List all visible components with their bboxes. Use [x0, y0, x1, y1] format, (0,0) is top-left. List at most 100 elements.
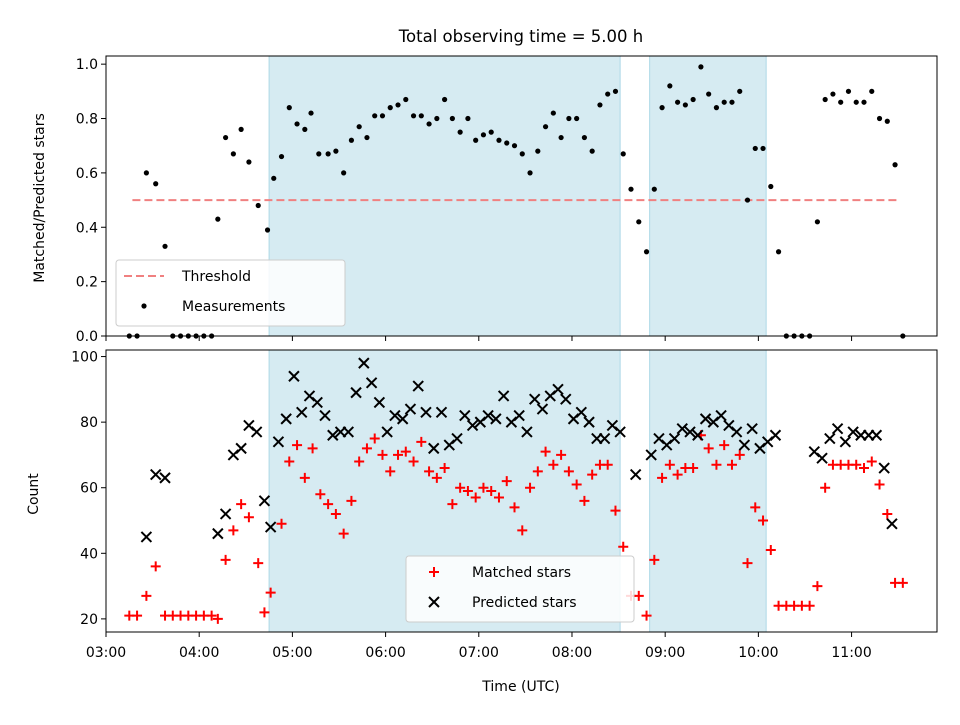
- predicted-star-point: [396, 413, 409, 425]
- matched-star-point: [602, 459, 613, 470]
- measurement-point: [457, 129, 463, 135]
- measurement-point: [162, 243, 168, 249]
- bottom-y-tick-label: 60: [80, 481, 98, 497]
- measurement-point: [550, 110, 556, 116]
- predicted-star-point: [381, 426, 393, 438]
- top-shaded-interval: [649, 55, 767, 337]
- measurement-point: [278, 153, 285, 160]
- legend-predicted-swatch: [428, 596, 440, 608]
- measurement-point: [605, 91, 611, 97]
- matched-star-point: [563, 466, 574, 477]
- matched-star-point: [307, 443, 318, 454]
- measurement-point: [230, 151, 236, 157]
- measurement-point: [822, 96, 828, 103]
- measurement-point: [535, 148, 541, 154]
- matched-star-point: [284, 456, 295, 467]
- predicted-star-point: [497, 390, 510, 402]
- matched-star-point: [579, 495, 590, 506]
- predicted-star-point: [149, 468, 162, 481]
- measurement-point: [519, 151, 525, 157]
- predicted-star-point: [420, 406, 432, 419]
- measurement-point: [760, 145, 766, 152]
- bottom-y-tick-label: 100: [71, 350, 98, 366]
- measurement-point: [223, 134, 229, 141]
- predicted-star-point: [521, 426, 533, 438]
- matched-star-point: [703, 443, 714, 454]
- matched-star-point: [408, 456, 419, 467]
- predicted-star-point: [668, 432, 681, 445]
- legend-label: Predicted stars: [472, 595, 577, 611]
- matched-star-point: [470, 492, 481, 503]
- matched-star-point: [150, 561, 161, 572]
- matched-star-point: [633, 590, 644, 601]
- measurement-point: [153, 181, 159, 187]
- legend-label: Matched stars: [472, 565, 571, 581]
- predicted-star-point: [684, 426, 696, 438]
- top-y-tick-label: 0.4: [76, 220, 98, 236]
- matched-star-point: [618, 541, 629, 552]
- predicted-star-point: [870, 429, 883, 441]
- measurement-point: [238, 126, 244, 132]
- matched-star-point: [858, 463, 869, 474]
- matched-star-point: [866, 456, 877, 467]
- measurement-point: [449, 115, 455, 122]
- matched-star-point: [525, 482, 536, 493]
- matched-star-point: [493, 492, 504, 503]
- matched-star-point: [416, 436, 427, 447]
- matched-star-point: [338, 528, 349, 539]
- bottom-y-axis-label: Count: [26, 473, 42, 515]
- matched-star-point: [354, 456, 365, 467]
- matched-star-point: [688, 463, 699, 474]
- measurement-point: [558, 134, 564, 141]
- predicted-star-point: [598, 432, 611, 445]
- measurement-point: [659, 105, 665, 111]
- predicted-star-point: [373, 396, 386, 409]
- matched-star-point: [265, 587, 276, 598]
- measurement-point: [636, 219, 642, 225]
- predicted-star-point: [886, 518, 898, 530]
- predicted-star-point: [459, 409, 471, 422]
- predicted-star-point: [258, 495, 271, 507]
- top-y-tick-label: 0.6: [76, 166, 98, 182]
- predicted-star-point: [847, 426, 859, 438]
- measurement-point: [574, 115, 580, 122]
- x-tick-label: 07:00: [459, 645, 499, 661]
- matched-star-point: [758, 515, 769, 526]
- bottom-legend-box: [405, 555, 635, 623]
- legend-label: Threshold: [181, 269, 251, 285]
- matched-star-point: [742, 558, 753, 569]
- measurement-point: [845, 88, 852, 94]
- matched-star-point: [323, 499, 334, 510]
- measurement-point: [838, 99, 844, 105]
- predicted-star-point: [159, 472, 171, 484]
- matched-star-point: [132, 610, 143, 621]
- matched-star-point: [517, 525, 528, 536]
- matched-star-point: [649, 554, 660, 565]
- predicted-star-point: [629, 468, 642, 481]
- measurement-point: [853, 99, 859, 105]
- top-y-axis-label: Matched/Predicted stars: [32, 113, 48, 283]
- predicted-star-point: [319, 409, 331, 422]
- predicted-star-point: [746, 422, 758, 435]
- measurement-point: [271, 175, 277, 181]
- predicted-star-point: [358, 357, 370, 369]
- measurement-point: [643, 249, 650, 255]
- measurement-point: [651, 186, 657, 192]
- top-panel: 0.0 0.2 0.4 0.6 0.8 1.0 Threshold Measurements: [76, 55, 938, 345]
- matched-star-point: [259, 607, 270, 618]
- measurement-point: [410, 113, 417, 119]
- measurement-point: [143, 170, 149, 176]
- matched-star-point: [431, 472, 442, 483]
- top-axes-frame: [105, 55, 938, 337]
- matched-star-point: [750, 502, 761, 513]
- matched-star-point: [556, 449, 567, 460]
- predicted-star-point: [365, 377, 378, 389]
- measurement-point: [356, 124, 362, 130]
- predicted-star-point: [212, 527, 224, 540]
- predicted-star-point: [389, 409, 401, 422]
- matched-star-point: [377, 449, 388, 460]
- predicted-star-point: [490, 413, 502, 425]
- measurement-point: [768, 183, 774, 190]
- measurement-point: [589, 148, 595, 154]
